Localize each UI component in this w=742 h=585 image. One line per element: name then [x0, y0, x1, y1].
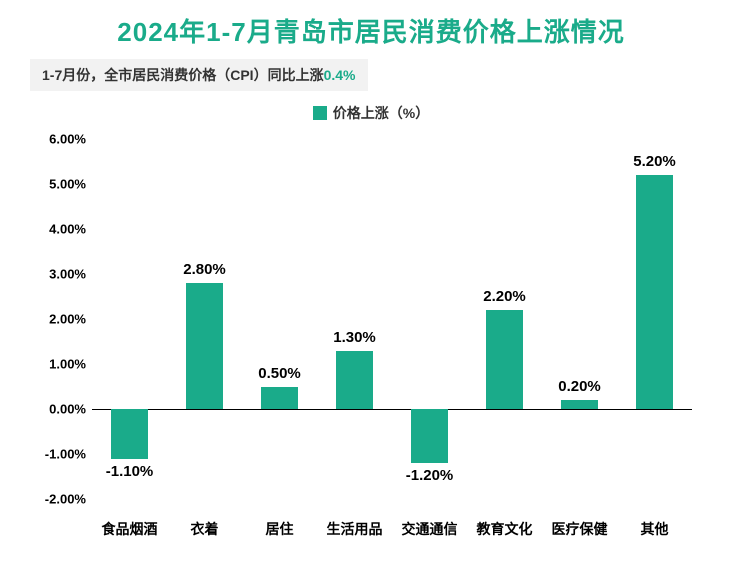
chart-area: -2.00% -1.00% 0.00% 1.00% 2.00% 3.00% 4.00% 5.0… [30, 129, 712, 549]
bar-value-label: 2.20% [483, 288, 526, 305]
legend: 价格上涨（%） [30, 103, 712, 123]
bar-value-label: 0.20% [558, 378, 601, 395]
x-tick-label: 教育文化 [477, 519, 533, 539]
bar [636, 175, 674, 409]
bar [336, 351, 374, 410]
x-tick-label: 生活用品 [327, 519, 383, 539]
x-tick-label: 医疗保健 [552, 519, 608, 539]
bar [561, 400, 599, 409]
y-tick-label: 2.00% [30, 312, 86, 327]
subtitle-box: 1-7月份，全市居民消费价格（CPI）同比上涨0.4% [30, 59, 368, 91]
bar-value-label: 2.80% [183, 261, 226, 278]
y-tick-label: 4.00% [30, 222, 86, 237]
chart-container: 2024年1-7月青岛市居民消费价格上涨情况 1-7月份，全市居民消费价格（CP… [0, 0, 742, 585]
x-tick-label: 交通通信 [402, 519, 458, 539]
x-tick-label: 居住 [266, 519, 294, 539]
y-tick-label: 0.00% [30, 402, 86, 417]
bar-value-label: -1.10% [106, 463, 154, 480]
bar-value-label: -1.20% [406, 467, 454, 484]
bar [261, 387, 299, 410]
x-tick-label: 衣着 [191, 519, 219, 539]
y-tick-label: -1.00% [30, 447, 86, 462]
y-tick-label: -2.00% [30, 492, 86, 507]
bar-value-label: 1.30% [333, 329, 376, 346]
x-tick-label: 食品烟酒 [102, 519, 158, 539]
bar-value-label: 0.50% [258, 365, 301, 382]
legend-swatch [313, 106, 327, 120]
zero-axis-line [92, 409, 692, 410]
bar-value-label: 5.20% [633, 153, 676, 170]
x-tick-label: 其他 [641, 519, 669, 539]
y-tick-label: 3.00% [30, 267, 86, 282]
bar [486, 310, 524, 409]
y-tick-label: 1.00% [30, 357, 86, 372]
plot-area [92, 139, 692, 499]
legend-label: 价格上涨（%） [333, 105, 429, 121]
bar [411, 409, 449, 463]
chart-title: 2024年1-7月青岛市居民消费价格上涨情况 [30, 12, 712, 49]
y-tick-label: 5.00% [30, 177, 86, 192]
subtitle-highlight: 0.4% [324, 67, 356, 83]
bar [186, 283, 224, 409]
bar [111, 409, 149, 459]
y-tick-label: 6.00% [30, 132, 86, 147]
subtitle-prefix: 1-7月份，全市居民消费价格（CPI）同比上涨 [42, 67, 324, 83]
